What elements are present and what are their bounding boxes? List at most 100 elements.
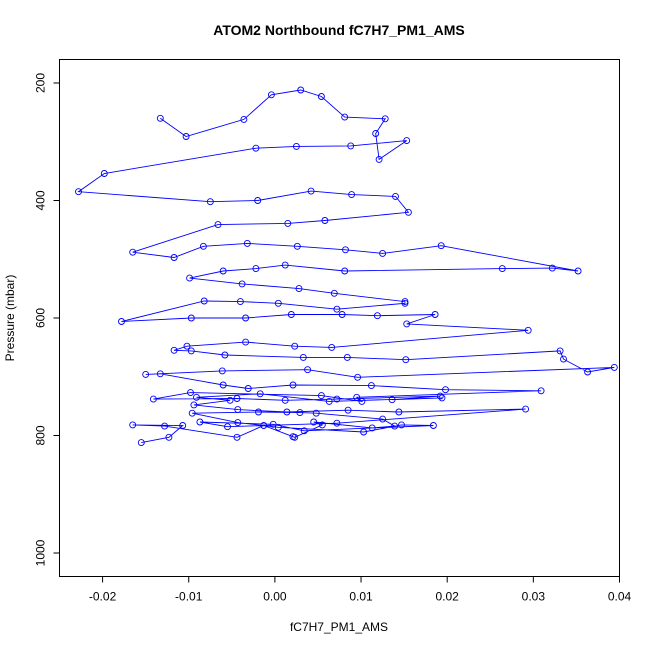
data-point [221,351,229,359]
data-point [182,133,190,140]
y-tick-label: 1000 [34,539,48,566]
data-point [283,408,291,416]
data-point [214,221,222,229]
x-tick-label: -0.01 [175,590,203,604]
data-point [344,406,352,414]
data-point [574,267,582,275]
data-point [328,343,336,351]
data-point [325,397,333,405]
y-tick-label: 600 [34,308,48,328]
data-point [255,408,262,416]
data-point [281,261,289,269]
data-point [381,115,389,123]
data-point [170,346,178,354]
data-point [296,409,304,417]
data-point [243,239,251,247]
data-point [395,408,403,416]
data-point [341,113,349,121]
data-point [333,419,341,427]
data-point [287,311,295,318]
data-point [375,155,383,163]
data-point [321,217,329,224]
data-point [170,254,178,261]
data-point [187,314,195,322]
data-point [291,433,299,441]
data-point [368,424,376,432]
data-point [193,393,200,401]
data-point [398,421,405,429]
data-point [391,422,399,430]
data-point [295,285,303,293]
data-point [300,427,308,435]
data-point [187,347,195,355]
data-point [372,130,380,137]
data-point [186,274,194,282]
data-point [291,342,299,350]
data-point [388,396,396,404]
data-point [219,267,227,275]
data-point [234,419,242,427]
data-point [142,370,150,378]
data-point [274,299,282,307]
data-point [367,382,375,390]
y-axis-label: Pressure (mbar) [3,275,17,362]
data-point [129,421,137,429]
data-point [240,115,248,123]
series-line [77,89,615,444]
data-point [343,353,351,361]
data-point [584,368,592,376]
data-point [404,208,412,216]
data-point [610,363,618,371]
data-point [187,389,194,397]
data-point [347,142,355,150]
data-point [156,114,164,122]
data-point [360,428,368,436]
data-point [293,242,301,250]
data-point [118,318,125,325]
data-point [274,423,282,431]
data-point [498,265,506,273]
data-point [242,338,250,346]
data-point [199,242,207,250]
data-point [284,219,292,227]
data-point [233,433,241,441]
data-point [537,387,545,395]
data-point [438,394,446,402]
data-point [260,422,268,429]
data-point [317,392,325,400]
data-point [137,439,145,447]
data-point [244,385,252,392]
data-point [100,170,108,177]
data-point [436,392,444,400]
data-point [379,249,387,257]
data-point [333,305,341,313]
data-point [312,409,320,417]
data-point [348,191,356,199]
data-point [392,192,399,200]
data-point [524,326,532,334]
data-point [310,418,318,426]
x-tick-label: 0.04 [608,590,632,604]
data-point [292,142,300,150]
data-point [297,86,305,94]
data-point [333,395,341,403]
data-point [218,367,226,375]
x-axis: -0.02 -0.01 0.00 0.01 0.02 0.03 0.04 [89,576,632,604]
data-point [196,418,204,426]
data-point [75,188,82,196]
y-tick-label: 800 [34,425,48,445]
data-point [442,386,449,394]
x-tick-label: 0.03 [522,590,546,604]
x-tick-label: 0.01 [349,590,373,604]
chart-title: ATOM2 Northbound fC7H7_PM1_AMS [213,22,465,38]
data-point [183,342,191,350]
data-point [437,242,445,250]
data-point [242,314,250,322]
data-point [373,312,381,320]
data-point [522,405,530,413]
data-point [161,422,169,430]
data-point [548,264,556,272]
data-point [401,298,409,306]
data-point [254,197,262,204]
